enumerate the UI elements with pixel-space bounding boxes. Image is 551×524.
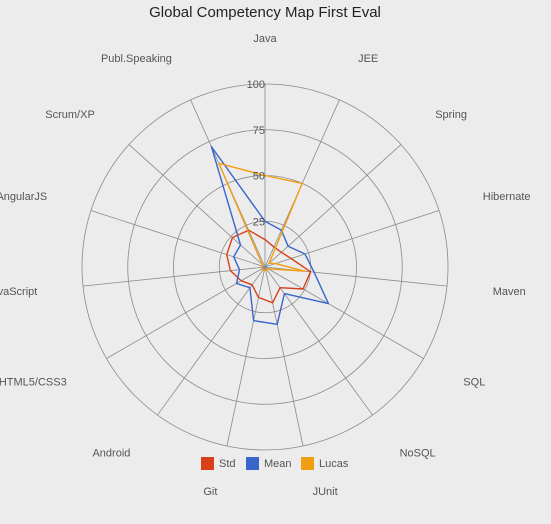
grid-spoke: [264, 266, 424, 359]
series-line-std: [225, 229, 312, 304]
category-label-javascript: JavaScript: [0, 286, 37, 298]
category-label-scrum-xp: Scrum/XP: [45, 109, 95, 121]
legend-swatch-mean: [246, 457, 259, 470]
legend-swatch-lucas: [301, 457, 314, 470]
legend-label-lucas: Lucas: [319, 458, 349, 470]
series-line-mean: [210, 145, 330, 325]
tick-label-25: 25: [253, 216, 265, 228]
category-label-junit: JUnit: [313, 486, 338, 498]
category-label-html5-css3: HTML5/CSS3: [0, 377, 67, 389]
grid-spoke: [157, 266, 266, 416]
chart-title: Global Competency Map First Eval: [149, 4, 381, 21]
category-label-angularjs: AngularJS: [0, 191, 47, 203]
category-label-java: Java: [253, 33, 277, 45]
category-label-sql: SQL: [463, 377, 485, 389]
grid-spoke: [264, 144, 402, 268]
category-label-git: Git: [203, 486, 217, 498]
category-label-hibernate: Hibernate: [483, 191, 531, 203]
category-labels: Java JEE Spring Hibernate Maven SQL NoSQL JUnit…: [0, 33, 531, 498]
grid-spoke: [264, 266, 373, 416]
category-label-jee: JEE: [358, 53, 378, 65]
radar-grid: [81, 83, 449, 451]
category-label-android: Android: [92, 447, 130, 459]
grid-spoke: [82, 266, 266, 287]
grid-spoke: [90, 210, 266, 268]
legend-swatch-std: [201, 457, 214, 470]
radial-tick-labels: 25 50 75 100: [247, 79, 265, 228]
series-line-lucas: [218, 162, 306, 272]
grid-spoke: [264, 210, 440, 268]
radar-series: [210, 145, 330, 325]
category-label-nosql: NoSQL: [400, 447, 436, 459]
legend-label-std: Std: [219, 458, 236, 470]
tick-label-50: 50: [253, 171, 265, 183]
grid-spoke: [106, 266, 266, 359]
category-label-publ-speaking: Publ.Speaking: [101, 53, 172, 65]
tick-label-75: 75: [253, 125, 265, 137]
grid-spoke: [128, 144, 266, 268]
legend: Std Mean Lucas: [201, 457, 349, 470]
tick-label-100: 100: [247, 79, 265, 91]
grid-spoke: [264, 266, 304, 447]
category-label-maven: Maven: [493, 286, 526, 298]
category-label-spring: Spring: [435, 109, 467, 121]
legend-label-mean: Mean: [264, 458, 292, 470]
